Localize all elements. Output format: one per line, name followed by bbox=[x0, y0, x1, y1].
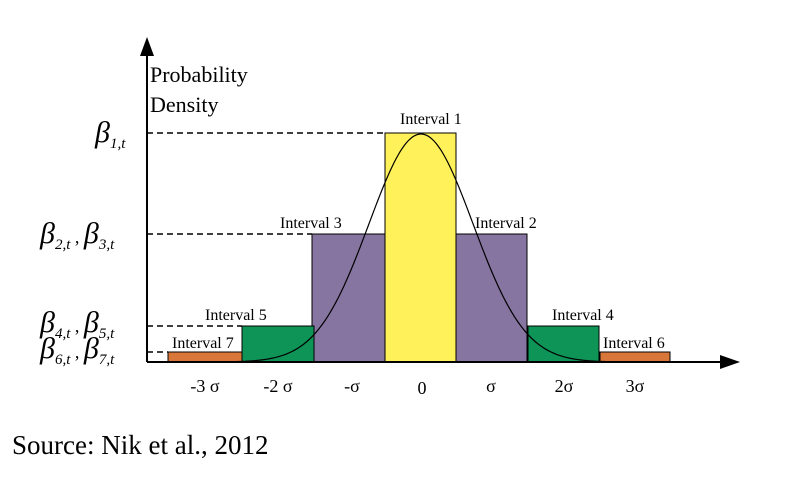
interval-1-label: Interval 1 bbox=[400, 111, 462, 128]
interval-5-label: Interval 5 bbox=[205, 307, 267, 324]
interval-7-bar bbox=[167, 351, 243, 363]
interval-7-label: Interval 7 bbox=[172, 335, 234, 352]
x-tick-label: -2 σ bbox=[263, 376, 292, 396]
interval-4-bar bbox=[527, 325, 600, 363]
source-caption: Source: Nik et al., 2012 bbox=[12, 430, 269, 460]
interval-1-bar bbox=[384, 132, 457, 363]
interval-6-bar bbox=[599, 351, 671, 363]
y-axis-label-line1: Probability bbox=[150, 62, 248, 87]
interval-2-bar bbox=[455, 233, 528, 363]
interval-2-label: Interval 2 bbox=[475, 215, 537, 232]
x-tick-label: -σ bbox=[344, 376, 360, 396]
interval-6-label: Interval 6 bbox=[603, 335, 665, 352]
beta-2-3-label: β2,t , β3,t bbox=[39, 217, 115, 253]
beta-1-label: β1,t bbox=[94, 116, 126, 152]
beta-4-5-label: β4,t , β5,t bbox=[39, 306, 115, 342]
interval-3-bar bbox=[311, 233, 386, 363]
x-axis-arrow-icon bbox=[720, 355, 740, 369]
beta-6-7-label: β6,t , β7,t bbox=[39, 332, 115, 368]
x-tick-label: 2σ bbox=[555, 376, 574, 396]
y-axis-label-line2: Density bbox=[150, 92, 218, 117]
x-tick-label: 0 bbox=[418, 378, 427, 398]
interval-5-bar bbox=[241, 325, 315, 363]
interval-3-label: Interval 3 bbox=[280, 215, 342, 232]
x-tick-label: -3 σ bbox=[190, 376, 219, 396]
x-tick-label: σ bbox=[486, 376, 496, 396]
interval-4-label: Interval 4 bbox=[552, 307, 614, 324]
x-tick-label: 3σ bbox=[626, 376, 645, 396]
y-axis-arrow-icon bbox=[140, 37, 154, 56]
